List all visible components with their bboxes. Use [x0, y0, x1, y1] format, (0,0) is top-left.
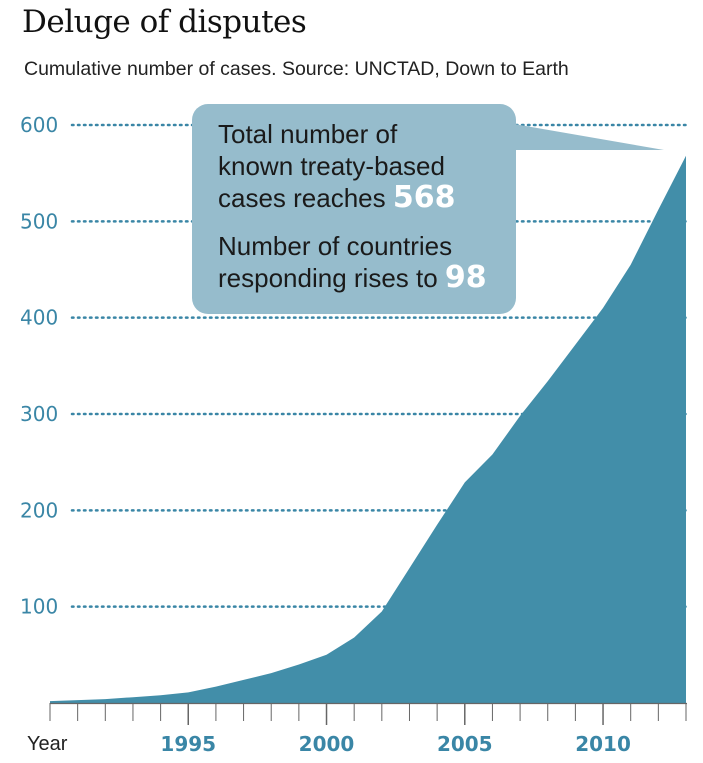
x-tick-label-2005: 2005 — [437, 732, 493, 756]
y-tick-label-200: 200 — [20, 498, 58, 522]
callout-line-3: cases reaches 568 — [218, 182, 456, 214]
annotation-callout — [192, 104, 516, 314]
callout-line-2: known treaty-based — [218, 151, 445, 181]
callout-countries-label: responding rises to — [218, 263, 445, 293]
y-tick-label-400: 400 — [20, 306, 58, 330]
chart-subtitle: Cumulative number of cases. Source: UNCT… — [24, 58, 569, 80]
y-tick-label-300: 300 — [20, 402, 58, 426]
x-tick-label-2010: 2010 — [575, 732, 631, 756]
callout-line-5: responding rises to 98 — [218, 262, 487, 294]
callout-cases-label: cases reaches — [218, 183, 393, 213]
x-axis-label: Year — [27, 733, 68, 755]
y-tick-labels: 100 200 300 400 500 600 — [20, 113, 58, 619]
area-fill — [50, 155, 686, 704]
x-tick-label-2000: 2000 — [299, 732, 355, 756]
chart-title: Deluge of disputes — [22, 4, 307, 40]
x-tick-labels: Year 1995 2000 2005 2010 — [27, 732, 631, 756]
x-axis — [49, 702, 687, 725]
area-series — [50, 155, 686, 704]
callout-cases-value: 568 — [392, 180, 456, 215]
y-tick-label-600: 600 — [20, 113, 58, 137]
callout-countries-value: 98 — [444, 260, 487, 295]
callout-line-1: Total number of — [218, 119, 398, 149]
callout-line-4: Number of countries — [218, 231, 453, 261]
y-tick-label-100: 100 — [20, 595, 58, 619]
y-tick-label-500: 500 — [20, 209, 58, 233]
x-tick-label-1995: 1995 — [160, 732, 216, 756]
